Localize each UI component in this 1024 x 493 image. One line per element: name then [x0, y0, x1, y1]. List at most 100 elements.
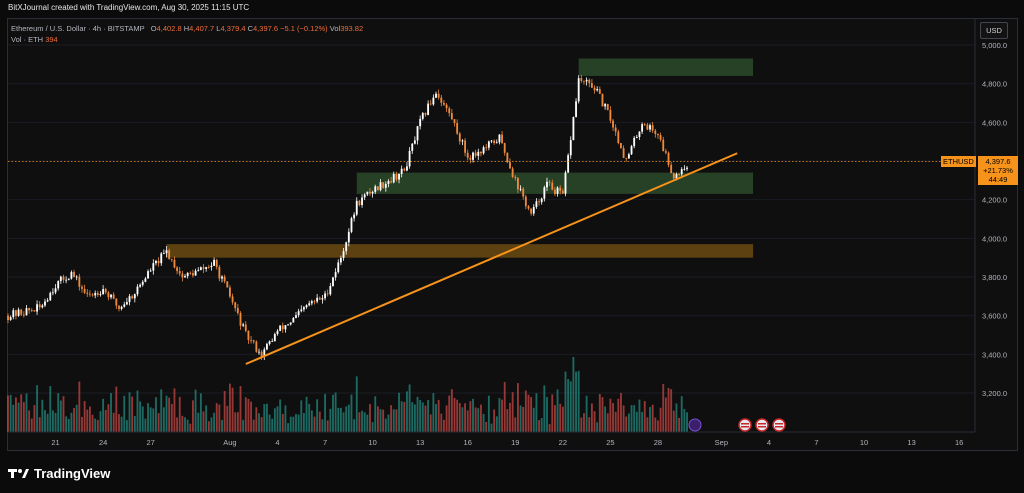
volume-bar [192, 400, 194, 432]
candle-body [157, 260, 160, 264]
candle-body [22, 314, 25, 316]
volume-bar [110, 393, 112, 432]
candle-body [556, 187, 559, 194]
legend-change: −5.1 (−0.12%) [280, 24, 328, 33]
volume-bar [17, 402, 20, 432]
volume-bar [300, 400, 303, 432]
volume-bar [556, 389, 559, 432]
candle-body [635, 136, 638, 138]
candle-body [609, 110, 612, 121]
volume-bar [46, 413, 49, 432]
volume-bar [427, 399, 430, 432]
volume-bar [588, 417, 591, 432]
volume-bar [284, 405, 287, 432]
volume-bar [474, 407, 477, 432]
candle-body [168, 250, 171, 260]
candle-body [450, 113, 453, 120]
candle-body [178, 271, 181, 274]
volume-bar [493, 409, 496, 432]
candle-body [12, 310, 15, 318]
us-flag-event-icon[interactable] [738, 418, 752, 432]
volume-bar [567, 379, 570, 432]
candle-body [583, 80, 585, 82]
currency-button[interactable]: USD [980, 22, 1008, 39]
candle-body [567, 155, 570, 173]
volume-bar [485, 421, 488, 432]
candle-body [453, 119, 456, 124]
candle-body [287, 324, 289, 326]
volume-bar [675, 403, 678, 432]
volume-bar [577, 370, 580, 432]
candle-body [625, 157, 628, 159]
volume-bar [252, 419, 255, 432]
candle-body [519, 188, 522, 190]
us-flag-event-icon[interactable] [772, 418, 786, 432]
volume-bar [125, 420, 128, 432]
candle-body [511, 168, 514, 177]
candle-body [408, 150, 411, 167]
volume-bar [477, 408, 480, 432]
candle-body [30, 310, 33, 311]
candle-body [279, 325, 282, 331]
volume-bar [448, 395, 451, 432]
legend-volume-indicator[interactable]: Vol · ETH 394 [11, 35, 58, 44]
volume-bar [152, 408, 155, 432]
candle-body [379, 182, 382, 191]
volume-bar [540, 418, 543, 432]
volume-bar [551, 394, 554, 432]
candle-body [535, 201, 538, 208]
volume-bar [91, 414, 94, 432]
us-flag-event-icon[interactable] [755, 418, 769, 432]
chart-panel[interactable] [7, 18, 1018, 451]
volume-bar [490, 423, 493, 432]
volume-bar [326, 420, 329, 432]
volume-bar [25, 393, 28, 432]
candle-body [125, 302, 128, 305]
volume-bar [480, 404, 482, 432]
candle-body [667, 152, 670, 165]
candle-body [588, 79, 591, 84]
candle-body [495, 142, 498, 144]
volume-indicator-value: 394 [45, 35, 58, 44]
volume-bar [686, 412, 688, 432]
volume-bar [144, 418, 147, 432]
candle-body [36, 304, 38, 312]
volume-bar [136, 390, 139, 432]
candle-body [268, 341, 271, 344]
candle-body [424, 113, 427, 115]
volume-bar [413, 404, 416, 432]
candle-body [350, 218, 353, 232]
volume-bar [342, 412, 345, 432]
candle-body [223, 276, 226, 282]
candle-body [244, 324, 247, 331]
candle-body [654, 130, 657, 134]
event-marker-icon[interactable] [688, 418, 702, 432]
volume-bar [242, 419, 245, 432]
volume-bar [678, 417, 681, 432]
volume-bar [176, 417, 179, 432]
candle-body [160, 253, 163, 264]
candle-body [530, 208, 533, 214]
candle-body [485, 147, 488, 149]
candle-body [324, 293, 326, 299]
candles-layer [7, 75, 688, 360]
volume-bar [419, 400, 422, 432]
legend-l-value: 4,379.4 [220, 24, 246, 33]
candle-body [546, 181, 548, 188]
candle-body [543, 187, 546, 199]
zones-layer [166, 58, 754, 258]
volume-bar [51, 410, 54, 432]
candle-body [506, 152, 509, 163]
volume-bar [73, 408, 75, 432]
candle-body [313, 301, 316, 303]
volume-bar [65, 416, 68, 432]
candle-body [44, 301, 46, 306]
volume-bar [173, 388, 176, 432]
candle-body [273, 334, 276, 342]
candle-body [384, 183, 387, 188]
support-zone [166, 244, 754, 258]
volume-bar [683, 408, 686, 432]
candle-body [302, 307, 305, 310]
last-price-tag: 4,397.6 +21.73% 44:49 [978, 156, 1018, 185]
